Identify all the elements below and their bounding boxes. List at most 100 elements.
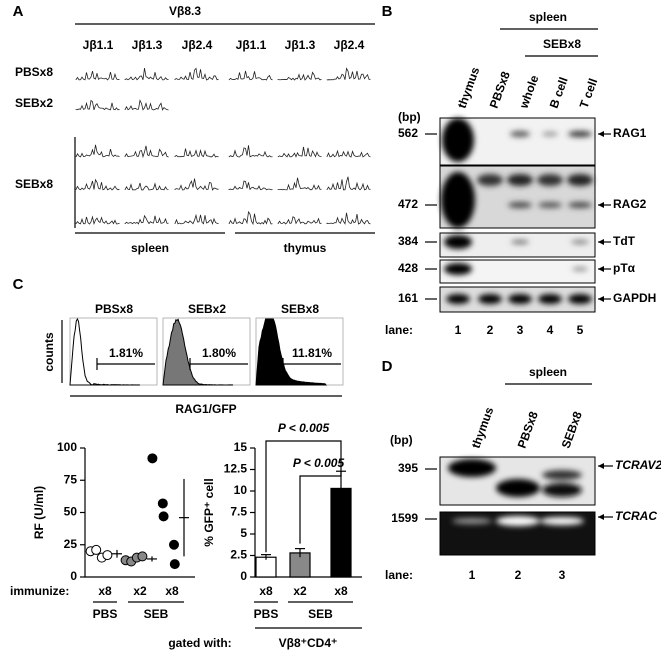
arrowhead — [598, 239, 604, 245]
bar — [255, 556, 277, 578]
y-tick-label: 5 — [240, 526, 247, 540]
column-label: Jβ1.1 — [236, 38, 267, 52]
lane-caption: lane: — [385, 568, 413, 582]
x-tick-label: x2 — [293, 584, 307, 598]
trace — [124, 182, 169, 191]
column-label: Jβ2.4 — [182, 38, 213, 52]
column-label: Jβ2.4 — [334, 38, 365, 52]
gene-label: RAG2 — [613, 197, 647, 211]
lane-number: 3 — [559, 568, 566, 582]
lane-number: 1 — [469, 568, 476, 582]
histogram-title: SEBx8 — [281, 302, 319, 316]
trace — [124, 214, 169, 225]
trace — [326, 149, 371, 158]
column-label: Jβ1.1 — [83, 38, 114, 52]
lane-label: whole — [516, 73, 541, 111]
y-label: counts — [42, 332, 56, 372]
lane-label: thymus — [469, 405, 497, 450]
group-label: SEB — [308, 607, 333, 621]
lane-caption: lane: — [385, 323, 413, 337]
gate-percent: 11.81% — [292, 346, 332, 360]
y-tick-label: 0 — [70, 569, 77, 583]
column-label: Jβ1.3 — [132, 38, 163, 52]
x-tick-label: x8 — [259, 584, 273, 598]
unit: (bp) — [398, 110, 421, 124]
point — [147, 453, 158, 464]
bracket — [265, 440, 342, 553]
gene-label: GAPDH — [613, 291, 656, 305]
gated-label: gated with: — [168, 636, 231, 650]
blot-b — [439, 117, 596, 313]
histogram-title: SEBx2 — [188, 302, 226, 316]
lane-number: 2 — [487, 323, 494, 337]
group-label: spleen — [131, 241, 169, 255]
blot-d — [439, 456, 596, 556]
trace — [326, 67, 371, 81]
arrowhead — [598, 202, 604, 208]
gate-percent: 1.81% — [109, 346, 143, 360]
y-label: RF (U/ml) — [32, 486, 46, 539]
trace — [277, 216, 322, 225]
unit: (bp) — [390, 433, 413, 447]
size-label: 1599 — [391, 511, 418, 525]
size-label: 562 — [398, 126, 418, 140]
annotation: P < 0.005 — [278, 421, 330, 435]
x-label: immunize: — [10, 584, 69, 598]
group-label: thymus — [284, 241, 327, 255]
annotation: P < 0.005 — [293, 456, 345, 470]
arrowhead — [598, 296, 604, 302]
y-tick-label: 50 — [64, 505, 78, 519]
point — [169, 539, 179, 550]
y-tick-label: 7.5 — [230, 505, 247, 519]
trace — [228, 145, 273, 158]
trace — [277, 177, 322, 191]
trace — [75, 144, 120, 158]
gene-label: TdT — [613, 234, 636, 248]
gene-label: TCRAC — [615, 509, 657, 523]
x-tick-label: x8 — [165, 584, 179, 598]
point — [157, 498, 168, 509]
trace — [174, 67, 219, 81]
header: Vβ8.3 — [169, 4, 201, 18]
lane-label: B cell — [547, 75, 571, 110]
size-label: 428 — [398, 261, 418, 275]
trace — [174, 178, 219, 191]
y-tick-label: 10 — [234, 483, 248, 497]
gated-population: Vβ8⁺CD4⁺ — [279, 636, 338, 650]
lane-label: PBSx8 — [487, 69, 513, 110]
size-label: 472 — [398, 197, 418, 211]
histogram — [162, 318, 234, 386]
group-label: SEBx8 — [543, 37, 581, 51]
y-tick-label: 15 — [234, 440, 248, 454]
size-label: 384 — [398, 234, 418, 248]
row-label: SEBx8 — [15, 177, 53, 191]
trace — [228, 210, 273, 226]
point — [102, 550, 113, 561]
trace — [277, 71, 322, 81]
panel-label: D — [382, 358, 393, 375]
trace — [174, 213, 219, 225]
group-label: spleen — [529, 365, 567, 379]
panel-label: C — [13, 276, 24, 293]
group-label: SEB — [144, 607, 169, 621]
trace — [75, 70, 120, 81]
trace — [326, 176, 371, 191]
y-label: % GFP⁺ cell — [202, 478, 216, 546]
panel-label: A — [13, 3, 24, 20]
trace — [75, 178, 120, 191]
x-tick-label: x8 — [98, 584, 112, 598]
lane-number: 2 — [515, 568, 522, 582]
x-tick-label: x2 — [133, 584, 147, 598]
bracket — [299, 466, 342, 544]
point — [137, 551, 148, 562]
panel-label: B — [382, 3, 393, 20]
arrowhead — [598, 266, 604, 272]
trace — [75, 215, 120, 226]
y-tick-label: 12.5 — [224, 462, 248, 476]
trace — [277, 146, 322, 158]
y-tick-label: 25 — [64, 537, 78, 551]
trace — [124, 99, 169, 111]
gene-label: pTα — [613, 261, 636, 275]
y-tick-label: 75 — [64, 472, 78, 486]
